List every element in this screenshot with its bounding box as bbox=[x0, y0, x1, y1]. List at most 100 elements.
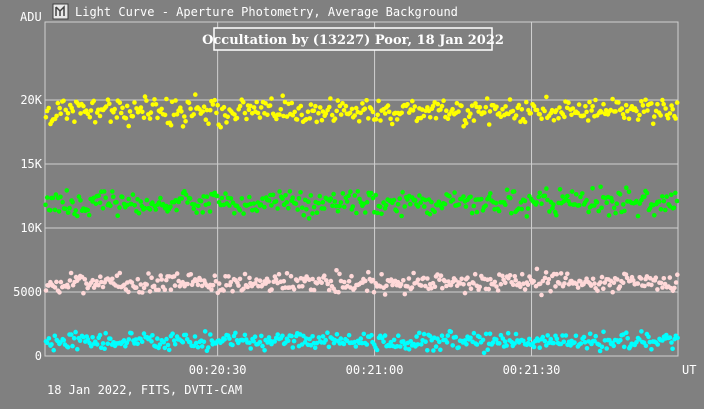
data-point bbox=[247, 275, 252, 281]
data-point bbox=[357, 196, 362, 202]
data-point bbox=[88, 343, 94, 349]
data-point bbox=[334, 108, 340, 114]
data-point bbox=[195, 344, 201, 350]
data-point bbox=[667, 275, 673, 280]
data-point bbox=[487, 331, 493, 337]
data-point bbox=[522, 198, 528, 204]
y-tick-label: 10K bbox=[20, 221, 42, 235]
data-point bbox=[215, 102, 220, 108]
data-point bbox=[510, 282, 516, 288]
data-point bbox=[410, 108, 416, 113]
data-point bbox=[48, 208, 53, 213]
data-point bbox=[488, 191, 493, 196]
data-point bbox=[417, 193, 422, 198]
data-point bbox=[174, 207, 179, 213]
series-points bbox=[43, 328, 680, 356]
data-point bbox=[221, 288, 226, 293]
data-point bbox=[447, 193, 452, 199]
data-point bbox=[311, 108, 317, 114]
data-point bbox=[329, 112, 335, 118]
data-point bbox=[194, 278, 200, 284]
data-point bbox=[590, 104, 595, 109]
data-point bbox=[237, 208, 243, 213]
data-point bbox=[202, 329, 208, 334]
data-point bbox=[61, 98, 66, 104]
data-point bbox=[429, 286, 434, 291]
data-point bbox=[588, 283, 594, 288]
data-point bbox=[373, 192, 379, 198]
data-point bbox=[290, 345, 296, 350]
data-point bbox=[531, 103, 537, 109]
series-points bbox=[43, 92, 680, 130]
data-point bbox=[112, 106, 117, 112]
data-point bbox=[486, 194, 492, 200]
data-point bbox=[281, 113, 286, 119]
data-point bbox=[69, 332, 74, 337]
data-point bbox=[51, 347, 56, 353]
data-point bbox=[397, 196, 403, 201]
data-point bbox=[227, 203, 232, 208]
data-point bbox=[307, 336, 312, 342]
data-point bbox=[324, 278, 329, 283]
data-point bbox=[289, 100, 295, 106]
data-point bbox=[525, 206, 531, 211]
data-point bbox=[544, 186, 549, 191]
data-point bbox=[338, 336, 344, 341]
data-point bbox=[565, 193, 570, 199]
data-point bbox=[308, 193, 314, 198]
data-point bbox=[550, 205, 555, 211]
data-point bbox=[298, 103, 304, 109]
data-point bbox=[453, 334, 459, 340]
data-point bbox=[263, 101, 268, 106]
data-point bbox=[524, 214, 530, 219]
data-point bbox=[67, 278, 73, 283]
data-point bbox=[360, 101, 365, 106]
data-point bbox=[100, 284, 106, 290]
data-point bbox=[385, 103, 391, 108]
data-point bbox=[108, 203, 113, 209]
data-point bbox=[405, 102, 410, 107]
data-point bbox=[374, 347, 380, 353]
data-point bbox=[468, 194, 473, 200]
data-point bbox=[316, 200, 321, 206]
data-point bbox=[366, 269, 371, 275]
data-point bbox=[635, 213, 641, 219]
data-point bbox=[425, 276, 430, 281]
data-point bbox=[528, 111, 533, 116]
data-point bbox=[82, 277, 88, 282]
data-point bbox=[660, 97, 665, 103]
data-point bbox=[459, 103, 464, 109]
data-point bbox=[90, 335, 95, 340]
data-point bbox=[634, 340, 639, 345]
data-point bbox=[335, 208, 341, 214]
data-point bbox=[422, 204, 427, 209]
data-point bbox=[230, 288, 235, 294]
data-point bbox=[251, 338, 256, 344]
data-point bbox=[623, 102, 629, 108]
data-point bbox=[611, 280, 617, 286]
data-point bbox=[381, 339, 386, 345]
data-point bbox=[97, 113, 103, 119]
data-point bbox=[448, 282, 454, 288]
data-point bbox=[437, 339, 442, 345]
data-point bbox=[551, 118, 557, 123]
data-point bbox=[398, 282, 404, 287]
light-curve-app-icon[interactable] bbox=[52, 3, 69, 20]
data-point bbox=[336, 289, 341, 295]
data-point bbox=[144, 282, 149, 287]
data-point bbox=[65, 344, 71, 350]
data-point bbox=[210, 282, 216, 288]
data-point bbox=[327, 104, 332, 110]
data-point bbox=[52, 285, 58, 290]
data-point bbox=[301, 212, 307, 218]
data-point bbox=[624, 185, 629, 190]
data-point bbox=[325, 281, 331, 287]
data-point bbox=[241, 99, 246, 105]
data-point bbox=[519, 206, 525, 212]
footer-info: 18 Jan 2022, FITS, DVTI-CAM bbox=[47, 383, 242, 397]
data-point bbox=[599, 344, 605, 350]
data-point bbox=[483, 331, 489, 337]
data-point bbox=[405, 197, 410, 202]
data-point bbox=[511, 189, 517, 194]
